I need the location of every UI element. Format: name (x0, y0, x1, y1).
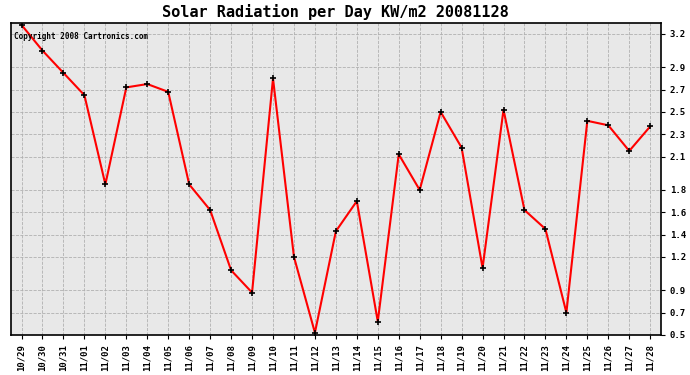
Text: Copyright 2008 Cartronics.com: Copyright 2008 Cartronics.com (14, 32, 148, 41)
Title: Solar Radiation per Day KW/m2 20081128: Solar Radiation per Day KW/m2 20081128 (163, 4, 509, 20)
